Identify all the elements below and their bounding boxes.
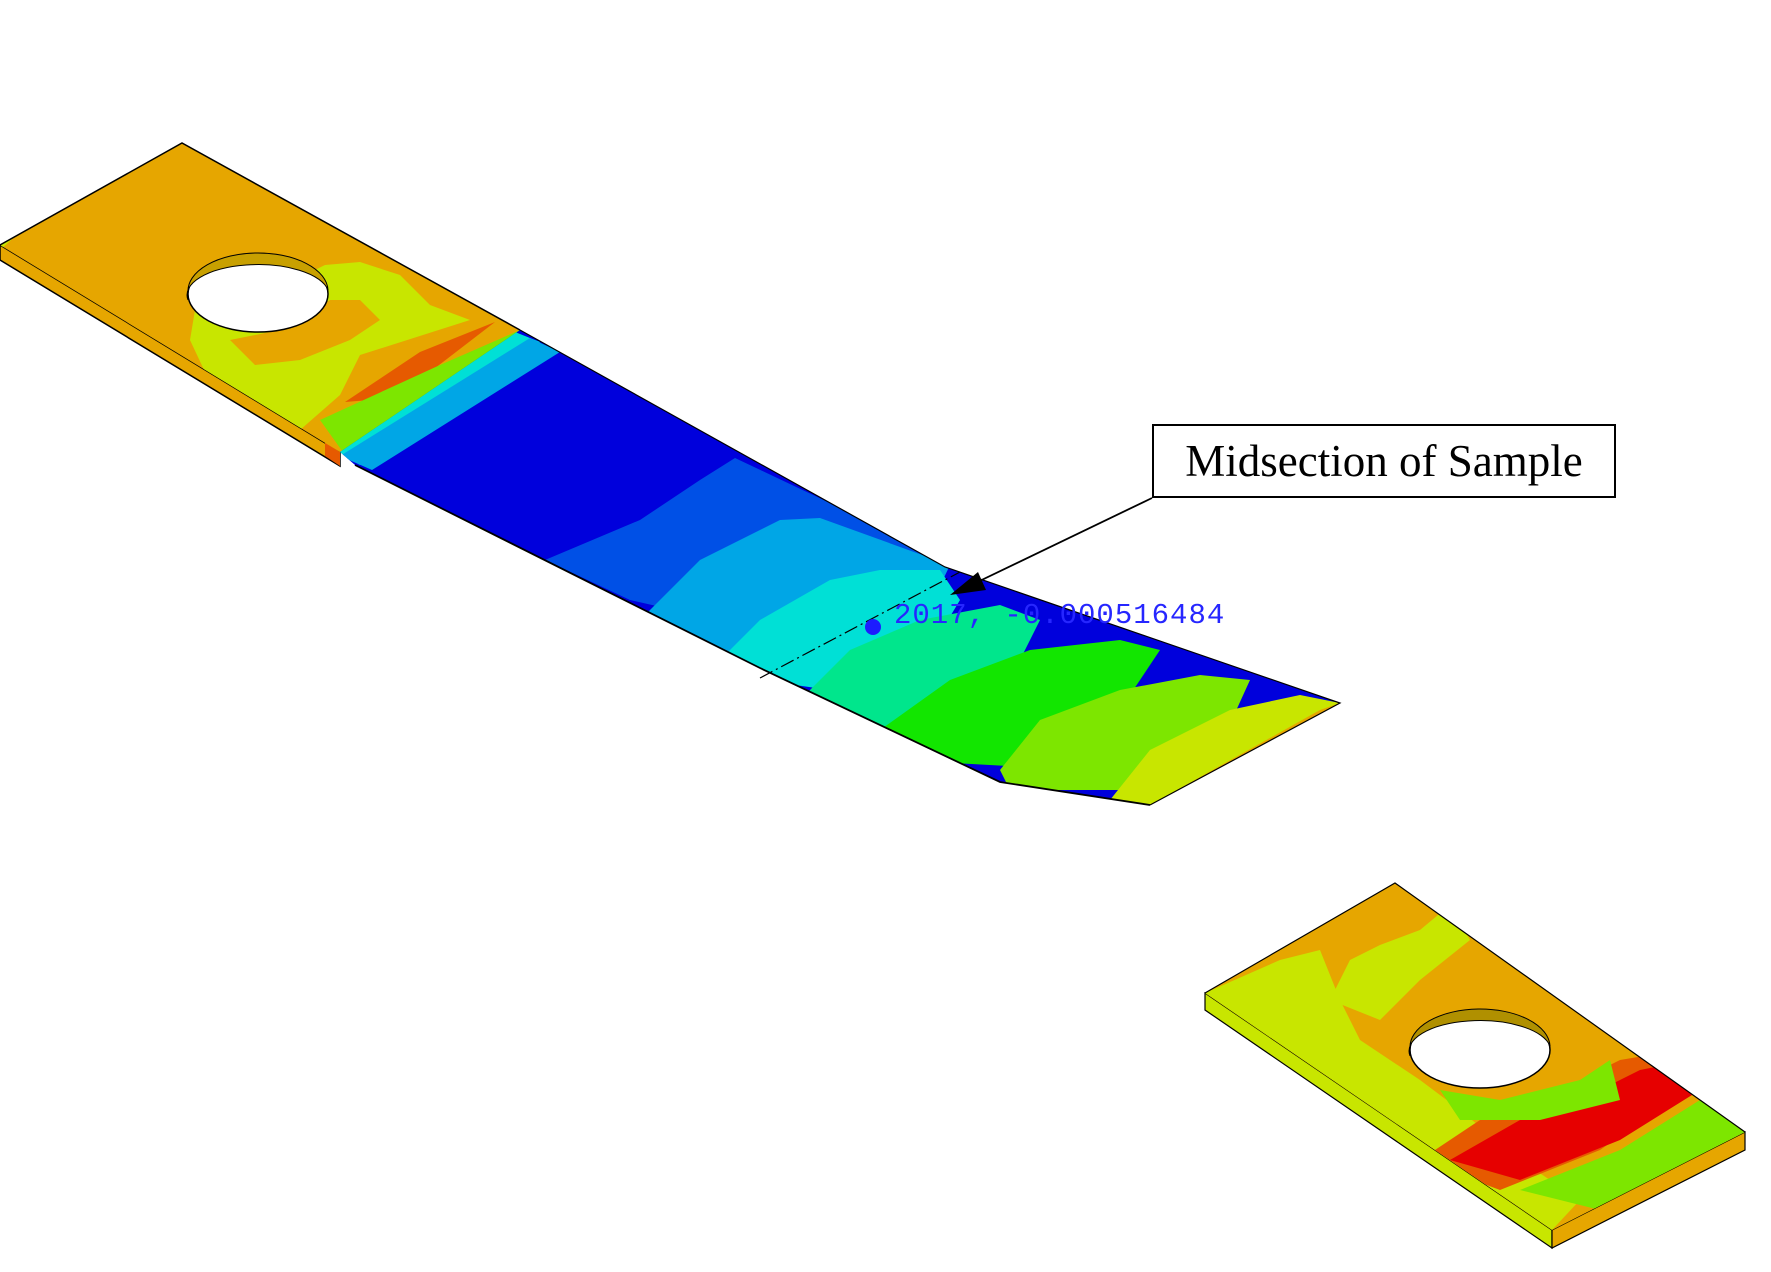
upper-tab-side-face-end [325, 442, 340, 466]
upper-tab-contour-red-streak [345, 322, 495, 402]
bending-strip[interactable] [310, 320, 1342, 806]
strip-band-lightblue [340, 338, 560, 470]
callout-label: Midsection of Sample [1185, 436, 1583, 486]
lower-tab-contour-green-hole [1440, 1060, 1620, 1120]
strip-band-yellow [1110, 695, 1340, 805]
strip-outline [354, 464, 1151, 806]
lower-grip-tab[interactable] [1204, 882, 1746, 1250]
callout-arrow [950, 497, 1153, 595]
lower-tab-hole-wall [1408, 1008, 1551, 1057]
lower-tab-contour-green [1520, 1100, 1745, 1210]
callout-box: Midsection of Sample [1152, 424, 1616, 498]
probe-readout: 2017, -0.000516484 [894, 599, 1226, 632]
midsection-line [759, 571, 961, 679]
lower-tab-contour-yellow-upper [1330, 905, 1470, 1020]
dot-icon[interactable] [865, 619, 881, 635]
upper-tab-hole-wall [186, 252, 329, 301]
lower-tab-contour-red [1450, 1060, 1700, 1180]
upper-tab-contour-orange-inner [230, 300, 380, 365]
arrow-icon [950, 572, 986, 595]
